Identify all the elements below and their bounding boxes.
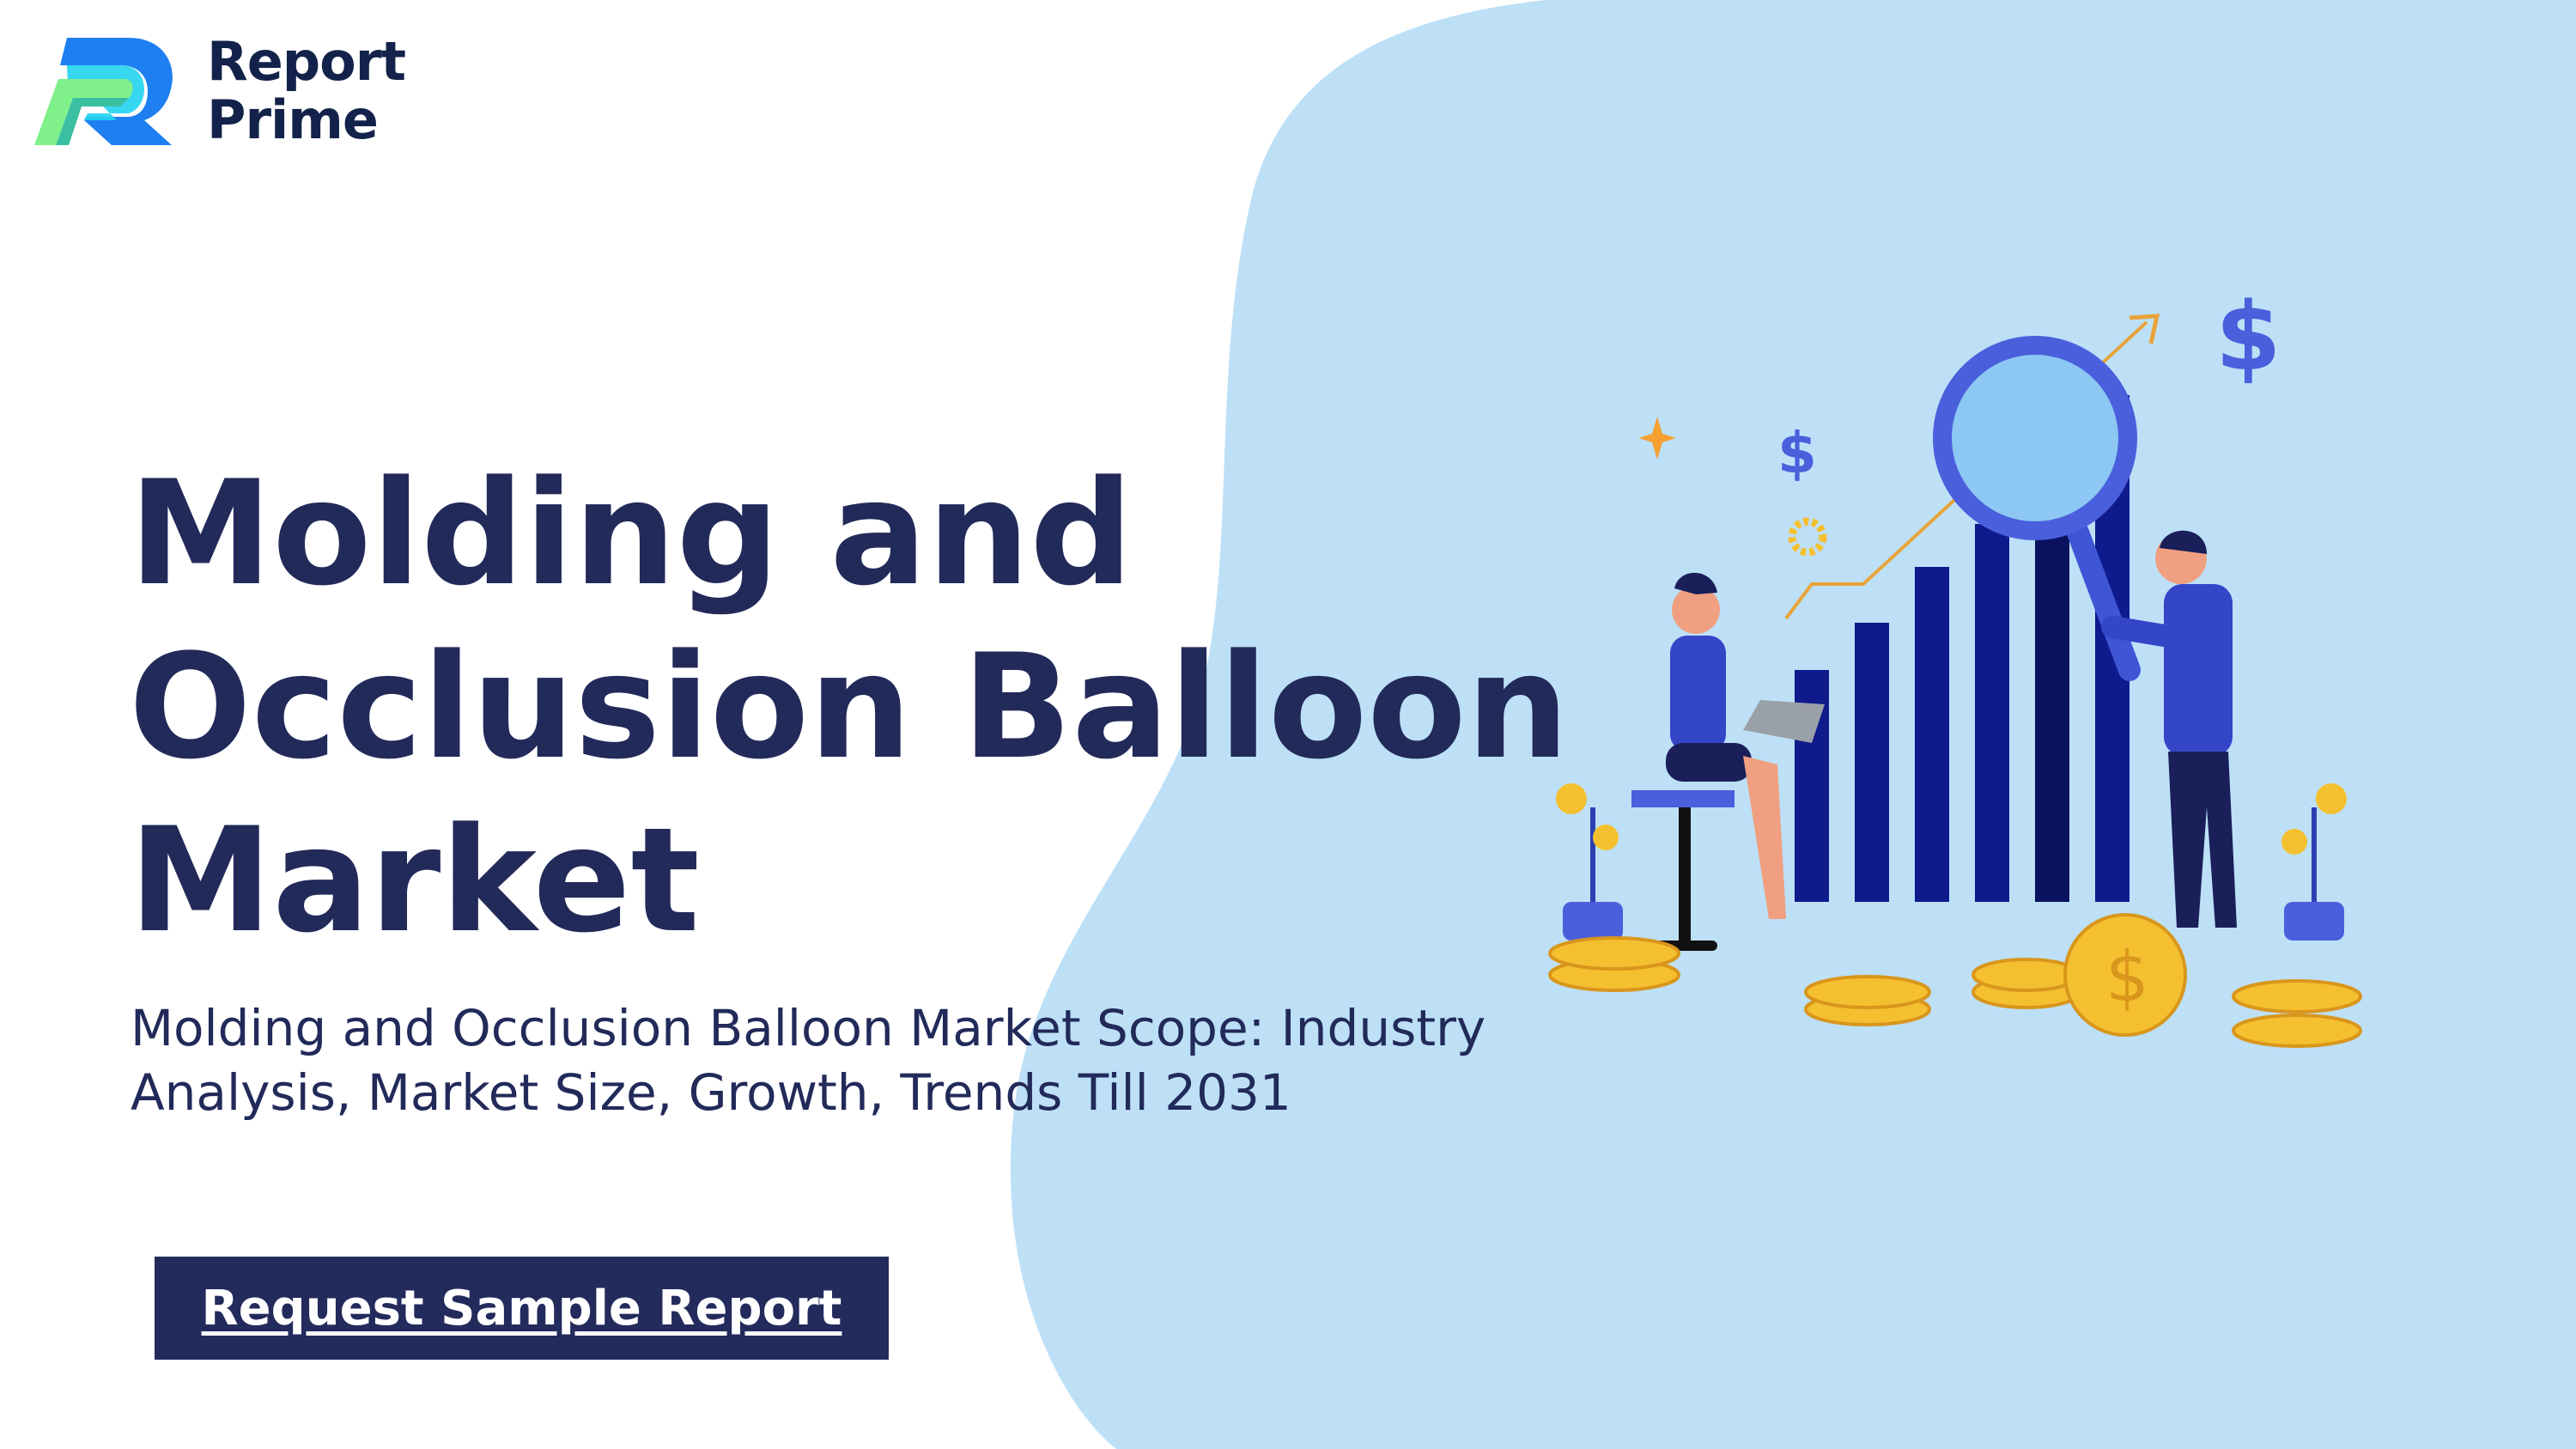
page-title: Molding and Occlusion Balloon Market	[129, 449, 1570, 965]
arrow-up-icon	[2129, 314, 2160, 344]
brand-logo[interactable]: Report Prime	[34, 30, 406, 151]
logo-mark-icon	[34, 37, 173, 145]
coin-icon	[1548, 913, 2362, 1048]
page-subtitle: Molding and Occlusion Balloon Market Sco…	[131, 999, 1486, 1122]
dollar-sign-icon: $	[2215, 282, 2281, 392]
dollar-sign-icon: $	[1777, 420, 1817, 486]
woman-figure	[1631, 572, 1825, 951]
brand-name-line1: Report	[207, 30, 406, 93]
market-growth-illustration: $ $ $	[1548, 282, 2362, 1048]
plant-icon	[1556, 783, 2347, 941]
coin-dollar-icon: $	[2105, 937, 2149, 1017]
request-sample-report-button[interactable]: Request Sample Report	[155, 1257, 889, 1360]
man-figure	[2101, 530, 2237, 928]
gear-icon	[1788, 517, 1827, 557]
brand-name-line2: Prime	[207, 88, 379, 151]
sparkle-icon	[1638, 417, 1676, 460]
brand-name: Report Prime	[207, 30, 406, 151]
magnifier-icon	[1933, 336, 2141, 681]
